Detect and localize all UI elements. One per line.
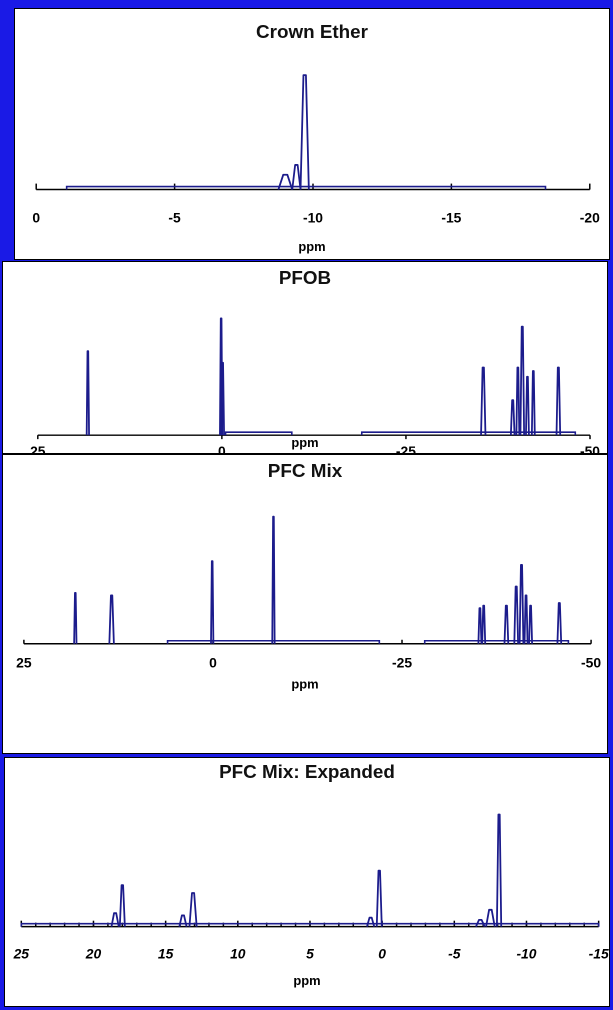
pfc-mix-spectrum-chart: PFC Mix 25 0 -25 -50 ppm <box>16 460 601 692</box>
spectrum-peak <box>73 591 78 644</box>
spectrum-peak <box>503 604 510 644</box>
x-tick-label: 0 <box>32 209 40 225</box>
spectrum-baseline-segment <box>20 922 600 927</box>
spectrum-peak <box>477 607 483 644</box>
crown-ether-spectrum-chart: Crown Ether 0 -5 -10 -15 -20 ppm <box>32 21 600 254</box>
x-tick-label: 20 <box>85 945 102 961</box>
chart-title: Crown Ether <box>256 21 369 42</box>
x-tick-label: 25 <box>13 945 30 961</box>
spectrum-peak <box>210 560 215 644</box>
spectrum-peak <box>178 914 188 927</box>
pfob-spectrum-panel: PFOB 25 0 -25 -50 ppm <box>2 261 608 459</box>
spectrum-peak <box>523 594 529 644</box>
spectrum-peak <box>556 602 563 644</box>
spectrum-peak <box>525 375 530 436</box>
chart-title: PFOB <box>279 267 331 288</box>
x-axis-label: ppm <box>291 676 318 691</box>
spectrum-baseline-segment <box>423 639 570 644</box>
spectrum-peak <box>291 164 302 190</box>
x-axis-label: ppm <box>291 435 318 450</box>
pfc-mix-spectrum-panel: PFC Mix 25 0 -25 -50 ppm <box>2 454 608 754</box>
x-tick-label: -20 <box>580 209 600 225</box>
x-tick-label: 15 <box>158 945 174 961</box>
x-tick-label: 0 <box>209 655 217 671</box>
spectrum-peak <box>110 912 120 927</box>
x-tick-label: -50 <box>581 655 601 671</box>
spectrum-baseline-segment <box>65 185 547 190</box>
spectrum-peak <box>475 919 486 928</box>
x-tick-label: -10 <box>303 209 323 225</box>
spectrum-peak <box>366 916 376 927</box>
spectrum-peak <box>485 908 496 927</box>
x-tick-label: 25 <box>16 655 32 671</box>
spectrum-peak <box>515 366 521 436</box>
spectrum-peak <box>108 594 115 644</box>
chart-title: PFC Mix: Expanded <box>219 761 395 782</box>
spectrum-baseline-segment <box>224 431 293 436</box>
pfc-mix-expanded-spectrum-chart: PFC Mix: Expanded 25 20 15 10 5 0 -5 -10 -15 ppm <box>13 761 609 988</box>
crown-ether-spectrum-panel: Crown Ether 0 -5 -10 -15 -20 ppm <box>14 8 610 260</box>
spectrum-peak <box>375 869 383 927</box>
spectrum-peak <box>118 884 126 927</box>
spectrum-peak <box>509 399 516 436</box>
spectrum-peak <box>528 604 533 644</box>
x-tick-label: 10 <box>230 945 246 961</box>
spectrum-peak <box>271 515 276 644</box>
x-tick-label: -25 <box>392 655 412 671</box>
x-tick-label: -10 <box>516 945 536 961</box>
spectrum-peak <box>188 892 198 927</box>
chart-title: PFC Mix <box>268 460 343 481</box>
spectrum-baseline-segment <box>166 639 381 644</box>
spectrum-peak <box>481 604 487 644</box>
x-axis-label: ppm <box>298 239 325 254</box>
spectrum-peak <box>220 361 225 436</box>
x-tick-label: -15 <box>441 209 461 225</box>
x-axis-label: ppm <box>293 973 320 988</box>
spectrum-peak <box>519 325 526 436</box>
spectrum-peak <box>85 350 90 436</box>
spectrum-peak <box>480 366 487 436</box>
x-tick-label: 0 <box>378 945 386 961</box>
spectrum-peak <box>299 74 310 190</box>
spectrum-peak <box>495 813 503 927</box>
x-tick-label: -15 <box>589 945 609 961</box>
spectrum-baseline-segment <box>360 431 577 436</box>
x-tick-label: 0 <box>218 443 226 459</box>
spectrum-peak <box>513 585 519 644</box>
spectrum-peak <box>555 366 562 436</box>
spectrum-peak <box>518 564 525 644</box>
spectrum-peak <box>277 173 294 190</box>
x-tick-label: 5 <box>306 945 314 961</box>
pfc-mix-expanded-spectrum-panel: PFC Mix: Expanded 25 20 15 10 5 0 -5 -10 -15 ppm <box>4 757 610 1007</box>
spectrum-peak <box>530 370 536 436</box>
x-tick-label: -5 <box>168 209 181 225</box>
x-tick-label: -5 <box>448 945 461 961</box>
